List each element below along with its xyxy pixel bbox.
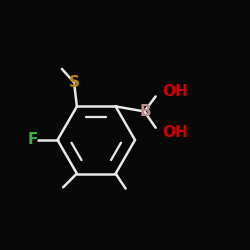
Text: OH: OH bbox=[162, 125, 188, 140]
Text: OH: OH bbox=[162, 84, 188, 99]
Text: B: B bbox=[140, 104, 151, 119]
Text: F: F bbox=[27, 132, 38, 148]
Text: S: S bbox=[69, 75, 80, 90]
